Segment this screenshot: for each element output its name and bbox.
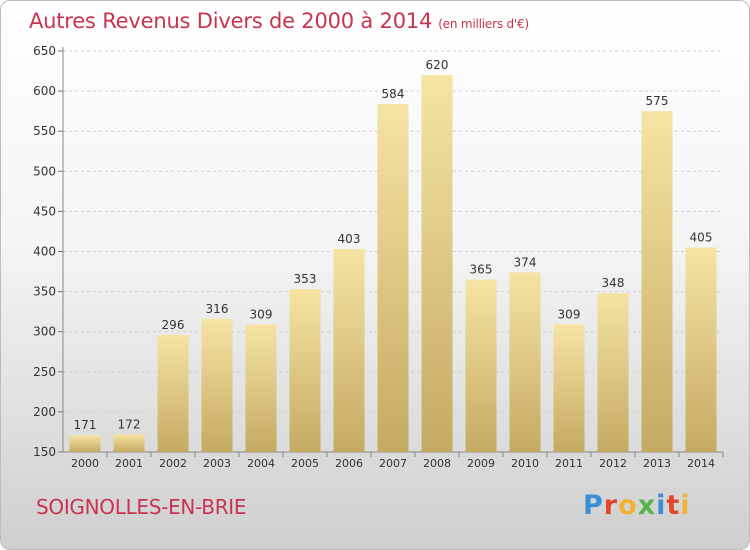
logo-letter: P — [583, 490, 604, 521]
bar — [333, 249, 365, 452]
y-tick-label: 550 — [33, 124, 56, 138]
logo-letter: t — [666, 490, 681, 521]
y-tick-label: 650 — [33, 44, 56, 58]
data-label: 575 — [646, 94, 669, 108]
logo-letter: r — [603, 490, 619, 521]
data-label: 309 — [250, 307, 273, 321]
bar — [289, 289, 321, 452]
data-label: 405 — [690, 230, 713, 244]
chart-bars — [69, 75, 717, 453]
data-label: 374 — [514, 255, 537, 269]
bar — [641, 111, 673, 453]
y-tick-label: 400 — [33, 245, 56, 259]
bar — [377, 103, 409, 452]
logo-letter: i — [680, 490, 691, 521]
logo-letter: i — [656, 490, 667, 521]
bar — [201, 318, 233, 452]
bar — [597, 293, 629, 452]
logo-letter: o — [618, 490, 638, 521]
x-tick-label: 2011 — [555, 457, 583, 470]
data-label: 584 — [382, 87, 405, 101]
data-label: 403 — [338, 232, 361, 246]
data-label: 309 — [558, 307, 581, 321]
x-tick-label: 2006 — [335, 457, 363, 470]
x-tick-label: 2013 — [643, 457, 671, 470]
bar — [685, 247, 717, 452]
y-axis-ticks: 150 200 250 300 350 400 450 500 550 600 650 — [33, 44, 63, 459]
bar — [113, 434, 145, 452]
y-tick-label: 250 — [33, 365, 56, 379]
proxiti-logo[interactable]: Proxiti — [583, 490, 691, 521]
x-tick-label: 2005 — [291, 457, 319, 470]
x-tick-label: 2001 — [115, 457, 143, 470]
bar — [245, 324, 277, 452]
x-tick-label: 2010 — [511, 457, 539, 470]
data-label: 365 — [470, 263, 493, 277]
data-label: 620 — [426, 58, 449, 72]
data-label: 172 — [118, 417, 141, 431]
data-label: 316 — [206, 302, 229, 316]
x-tick-label: 2014 — [687, 457, 715, 470]
data-label: 171 — [74, 418, 97, 432]
y-tick-label: 300 — [33, 325, 56, 339]
x-tick-label: 2008 — [423, 457, 451, 470]
bar-chart: 171 172 296 316 309 353 403 584 620 365 374 309 348 5… — [33, 44, 724, 470]
chart-title: Autres Revenus Divers de 2000 à 2014 (en … — [29, 9, 529, 33]
bar — [553, 324, 585, 452]
data-label: 296 — [162, 318, 185, 332]
y-tick-label: 200 — [33, 405, 56, 419]
x-tick-label: 2007 — [379, 457, 407, 470]
city-name: SOIGNOLLES-EN-BRIE — [36, 495, 247, 519]
x-tick-label: 2012 — [599, 457, 627, 470]
data-label: 353 — [294, 272, 317, 286]
x-tick-label: 2002 — [159, 457, 187, 470]
bar — [421, 75, 453, 452]
bar — [69, 435, 101, 452]
chart-title-text: Autres Revenus Divers de 2000 à 2014 — [29, 9, 433, 33]
x-tick-label: 2000 — [71, 457, 99, 470]
bar — [157, 334, 189, 452]
y-tick-label: 500 — [33, 164, 56, 178]
bar — [465, 279, 497, 452]
chart-subtitle: (en milliers d'€) — [438, 17, 529, 31]
chart-data-labels: 171 172 296 316 309 353 403 584 620 365 374 309 348 5… — [74, 58, 713, 432]
x-tick-label: 2009 — [467, 457, 495, 470]
y-tick-label: 450 — [33, 204, 56, 218]
x-tick-label: 2004 — [247, 457, 275, 470]
x-tick-label: 2003 — [203, 457, 231, 470]
x-axis-ticks: 2000 2001 2002 2003 2004 2005 2006 2007 2008 2009… — [71, 452, 724, 470]
y-tick-label: 600 — [33, 84, 56, 98]
y-tick-label: 350 — [33, 285, 56, 299]
y-tick-label: 150 — [33, 445, 56, 459]
data-label: 348 — [602, 276, 625, 290]
bar — [509, 272, 541, 452]
logo-letter: x — [637, 490, 657, 521]
